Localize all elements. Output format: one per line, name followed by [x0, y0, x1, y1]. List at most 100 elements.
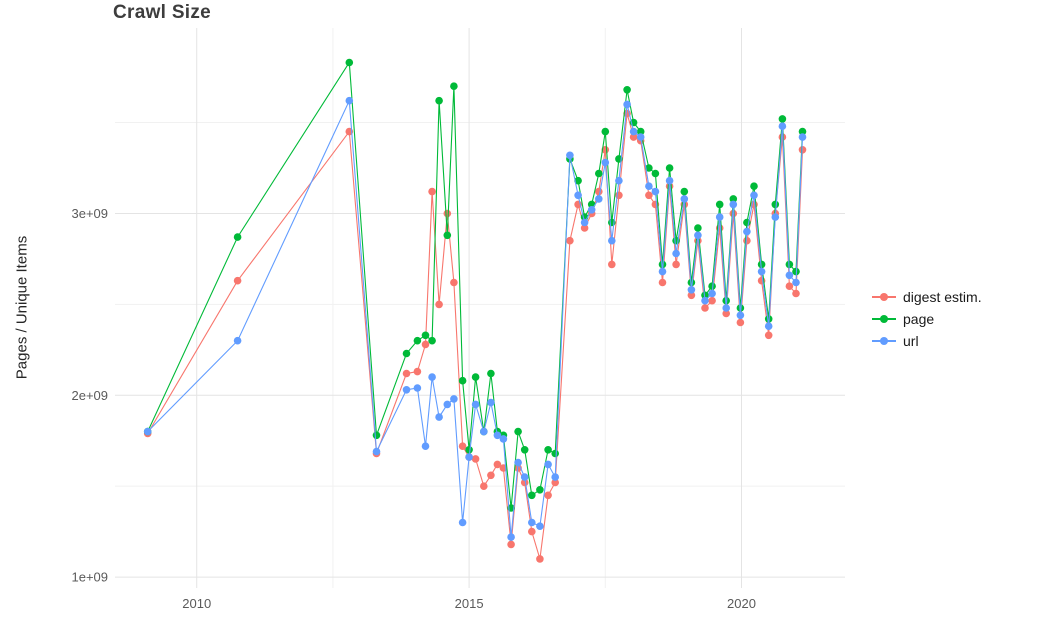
data-point-url	[615, 176, 623, 185]
data-point-page	[601, 127, 610, 136]
data-point-digest	[658, 278, 667, 287]
legend-item-page: page	[872, 308, 982, 330]
data-point-digest	[493, 460, 502, 469]
data-point-page	[798, 127, 807, 136]
legend-item-url: url	[872, 330, 982, 352]
data-point-digest	[428, 187, 436, 196]
data-point-digest	[798, 146, 807, 154]
legend-label-digest: digest estim.	[903, 289, 982, 305]
data-point-page	[520, 446, 529, 454]
data-point-url	[658, 267, 667, 276]
data-point-page	[458, 376, 467, 385]
data-point-page	[658, 260, 667, 269]
data-point-url	[778, 122, 787, 130]
data-point-url	[435, 413, 443, 421]
data-point-page	[544, 446, 552, 454]
data-point-url	[680, 195, 689, 203]
data-point-digest	[672, 260, 680, 269]
data-point-url	[736, 311, 745, 320]
data-point-page	[651, 169, 660, 178]
data-point-digest	[764, 331, 773, 340]
data-point-page	[233, 233, 242, 241]
data-point-page	[421, 331, 430, 340]
legend-label-page: page	[903, 311, 935, 327]
data-point-url	[402, 386, 411, 394]
data-point-url	[757, 267, 766, 276]
data-point-url	[792, 278, 800, 287]
y-tick-label: 2e+09	[71, 388, 108, 403]
data-point-digest	[443, 209, 452, 218]
data-point-page	[471, 373, 480, 381]
data-point-page	[771, 200, 780, 209]
data-point-url	[636, 133, 645, 141]
x-tick-label: 2015	[455, 596, 484, 611]
data-point-page	[708, 282, 716, 291]
data-point-digest	[645, 191, 653, 200]
data-point-digest	[480, 482, 488, 491]
series-line-page	[147, 60, 804, 509]
data-point-url	[507, 533, 515, 541]
data-point-page	[402, 349, 411, 358]
data-point-digest	[536, 555, 544, 563]
data-point-page	[750, 182, 758, 190]
data-point-url	[233, 336, 242, 345]
data-point-digest	[458, 442, 467, 451]
data-point-url	[715, 213, 724, 221]
data-point-url	[629, 127, 638, 136]
data-point-digest	[687, 291, 696, 300]
data-point-page	[595, 169, 603, 178]
data-point-url	[443, 400, 452, 409]
data-point-page	[443, 231, 452, 240]
data-point-url	[701, 296, 709, 305]
data-point-url	[528, 518, 536, 527]
legend-key-page-icon	[872, 312, 896, 326]
data-point-page	[636, 127, 645, 136]
data-point-url	[665, 176, 674, 185]
legend-item-digest: digest estim.	[872, 286, 982, 308]
data-point-url	[608, 236, 616, 245]
data-point-digest	[729, 209, 738, 218]
data-point-digest	[736, 318, 745, 327]
data-point-url	[536, 522, 544, 530]
data-point-digest	[566, 236, 574, 245]
data-point-digest	[402, 369, 411, 378]
data-point-url	[708, 289, 716, 298]
data-point-page	[435, 96, 443, 105]
data-point-page	[372, 431, 381, 440]
data-point-page	[778, 115, 787, 123]
data-point-url	[487, 398, 495, 407]
x-tick-label: 2020	[727, 596, 756, 611]
data-point-url	[771, 213, 780, 221]
data-point-digest	[413, 367, 422, 376]
data-point-url	[551, 473, 559, 481]
data-point-digest	[580, 224, 589, 232]
data-point-url	[729, 200, 738, 209]
data-point-url	[798, 133, 807, 141]
data-point-url	[750, 191, 758, 200]
data-point-url	[493, 431, 502, 440]
data-point-digest	[520, 478, 529, 487]
data-point-digest	[595, 187, 603, 196]
data-point-url	[480, 427, 488, 436]
y-axis-label: Pages / Unique Items	[13, 235, 31, 380]
data-point-page	[715, 200, 724, 209]
legend-key-digest-icon	[872, 290, 896, 304]
data-point-url	[566, 151, 574, 160]
data-point-page	[694, 224, 702, 232]
data-point-url	[623, 100, 631, 109]
y-tick-label: 1e+09	[71, 570, 108, 585]
data-point-url	[580, 218, 589, 227]
data-point-page	[465, 446, 473, 454]
data-point-digest	[792, 289, 800, 298]
data-point-url	[458, 518, 467, 527]
data-point-url	[651, 187, 660, 196]
data-point-url	[421, 442, 430, 451]
data-point-page	[536, 486, 544, 494]
x-tick-label: 2010	[182, 596, 211, 611]
data-point-url	[785, 271, 794, 280]
data-point-page	[623, 86, 631, 94]
data-point-page	[757, 260, 766, 269]
data-point-page	[413, 336, 422, 345]
data-point-page	[574, 176, 582, 185]
